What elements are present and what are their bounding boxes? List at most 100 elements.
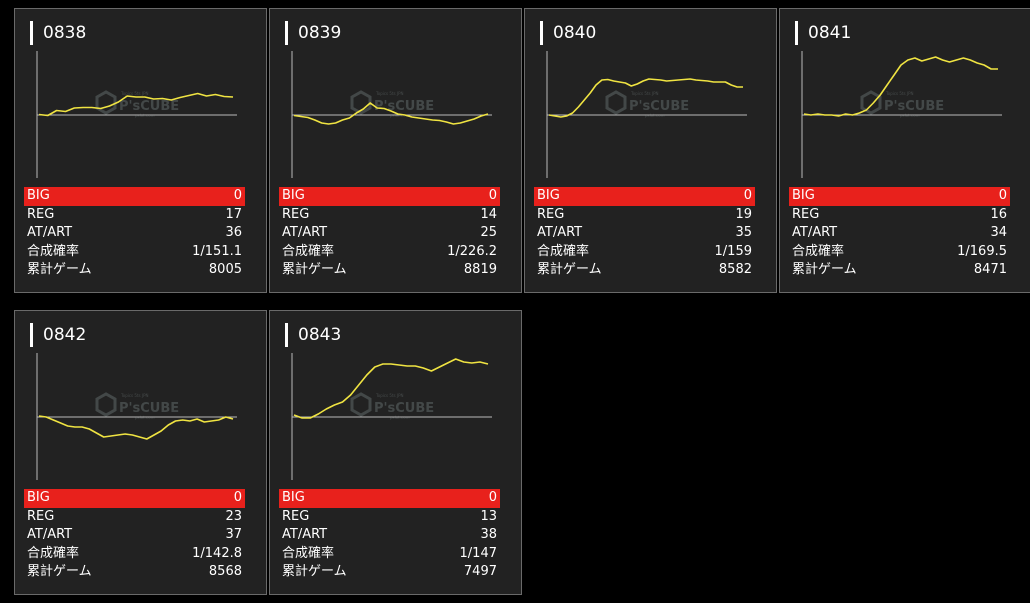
at-art-label: AT/ART	[282, 527, 328, 543]
prob-label: 合成確率	[27, 243, 80, 259]
watermark-brand: P'sCUBE	[374, 99, 434, 114]
at-art-label: AT/ART	[27, 225, 73, 241]
at-art-label: AT/ART	[792, 225, 838, 241]
stats-table: BIG 0 REG 19 AT/ART 35 合成確率 1/159 累計ゲーム …	[534, 187, 755, 280]
big-value: 0	[488, 188, 497, 203]
games-row: 累計ゲーム 8582	[534, 261, 755, 280]
stats-table: BIG 0 REG 16 AT/ART 34 合成確率 1/169.5 累計ゲー…	[789, 187, 1010, 280]
at-art-row: AT/ART 34	[789, 224, 1010, 243]
stats-table: BIG 0 REG 23 AT/ART 37 合成確率 1/142.8 累計ゲー…	[24, 489, 245, 582]
cube-icon	[95, 392, 117, 417]
watermark-brand: P'sCUBE	[119, 99, 179, 114]
big-label: BIG	[537, 188, 560, 203]
cube-icon	[860, 90, 882, 115]
games-label: 累計ゲーム	[537, 262, 602, 278]
reg-label: REG	[27, 206, 55, 222]
slump-line	[293, 358, 489, 419]
cube-icon	[350, 90, 372, 115]
watermark-tagline-top: Topics 5ts JPN	[120, 393, 148, 398]
watermark-tagline-top: Topics 5ts JPN	[120, 91, 148, 96]
reg-value: 14	[480, 206, 497, 222]
cube-icon	[605, 90, 627, 115]
reg-value: 13	[480, 508, 497, 524]
prob-value: 1/142.8	[192, 545, 242, 561]
big-value: 0	[233, 188, 242, 203]
prob-label: 合成確率	[27, 545, 80, 561]
at-art-value: 25	[480, 225, 497, 241]
stats-table: BIG 0 REG 17 AT/ART 36 合成確率 1/151.1 累計ゲー…	[24, 187, 245, 280]
big-row: BIG 0	[534, 187, 755, 206]
machine-number: 0843	[285, 323, 341, 347]
at-art-row: AT/ART 36	[24, 224, 245, 243]
reg-label: REG	[282, 508, 310, 524]
at-art-row: AT/ART 35	[534, 224, 755, 243]
prob-value: 1/169.5	[957, 243, 1007, 259]
games-value: 8582	[718, 262, 752, 278]
games-label: 累計ゲーム	[27, 564, 92, 580]
reg-row: REG 14	[279, 206, 500, 225]
slump-line	[548, 78, 743, 118]
reg-row: REG 19	[534, 206, 755, 225]
machine-number: 0838	[30, 21, 86, 45]
big-row: BIG 0	[789, 187, 1010, 206]
games-label: 累計ゲーム	[27, 262, 92, 278]
machine-number: 0840	[540, 21, 596, 45]
at-art-label: AT/ART	[282, 225, 328, 241]
watermark-tagline-top: Topics 5ts JPN	[630, 91, 658, 96]
games-value: 8005	[208, 262, 242, 278]
prob-label: 合成確率	[282, 243, 335, 259]
stats-table: BIG 0 REG 14 AT/ART 25 合成確率 1/226.2 累計ゲー…	[279, 187, 500, 280]
slump-line	[38, 415, 234, 440]
games-row: 累計ゲーム 8568	[24, 563, 245, 582]
watermark-brand: P'sCUBE	[374, 401, 434, 416]
big-value: 0	[743, 188, 752, 203]
prob-label: 合成確率	[537, 243, 590, 259]
watermark-tagline-top: Topics 5ts JPN	[375, 91, 403, 96]
big-value: 0	[998, 188, 1007, 203]
prob-value: 1/159	[714, 243, 752, 259]
big-value: 0	[488, 490, 497, 505]
big-label: BIG	[282, 490, 305, 505]
big-label: BIG	[27, 188, 50, 203]
games-value: 8471	[973, 262, 1007, 278]
games-row: 累計ゲーム 8471	[789, 261, 1010, 280]
reg-row: REG 17	[24, 206, 245, 225]
games-row: 累計ゲーム 8819	[279, 261, 500, 280]
games-label: 累計ゲーム	[282, 262, 347, 278]
slump-line	[293, 102, 489, 125]
prob-label: 合成確率	[282, 545, 335, 561]
prob-value: 1/226.2	[447, 243, 497, 259]
at-art-row: AT/ART 38	[279, 526, 500, 545]
prob-value: 1/151.1	[192, 243, 242, 259]
at-art-value: 34	[990, 225, 1007, 241]
prob-row: 合成確率 1/159	[534, 243, 755, 262]
big-label: BIG	[792, 188, 815, 203]
reg-value: 16	[990, 206, 1007, 222]
reg-label: REG	[537, 206, 565, 222]
big-row: BIG 0	[24, 489, 245, 508]
at-art-value: 37	[225, 527, 242, 543]
watermark-brand: P'sCUBE	[629, 99, 689, 114]
games-value: 8819	[463, 262, 497, 278]
big-label: BIG	[282, 188, 305, 203]
games-row: 累計ゲーム 8005	[24, 261, 245, 280]
